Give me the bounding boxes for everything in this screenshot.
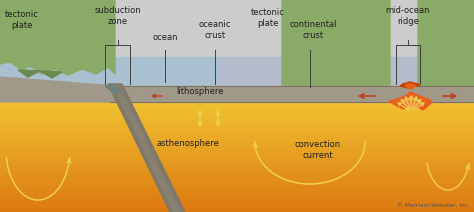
Bar xyxy=(0,131,474,133)
Bar xyxy=(0,57,474,92)
Bar xyxy=(0,133,474,135)
Text: lithosphere: lithosphere xyxy=(176,88,224,96)
Polygon shape xyxy=(400,82,420,88)
Text: asthenosphere: asthenosphere xyxy=(156,139,219,148)
Bar xyxy=(0,166,474,168)
Bar xyxy=(0,170,474,172)
Bar xyxy=(0,201,474,203)
Bar xyxy=(0,128,474,130)
Bar xyxy=(0,144,474,146)
Bar xyxy=(0,148,474,150)
Bar xyxy=(0,109,474,111)
Bar xyxy=(0,157,474,159)
Bar xyxy=(0,181,474,183)
Text: oceanic
crust: oceanic crust xyxy=(199,20,231,40)
Text: © Merriam-Webster, Inc.: © Merriam-Webster, Inc. xyxy=(397,203,470,208)
Polygon shape xyxy=(110,86,474,102)
Polygon shape xyxy=(282,0,390,94)
Bar xyxy=(0,142,474,144)
Polygon shape xyxy=(310,92,362,97)
Bar xyxy=(0,150,474,152)
Bar xyxy=(0,177,474,179)
Bar xyxy=(0,186,474,188)
Bar xyxy=(0,179,474,181)
Text: convection
current: convection current xyxy=(295,140,341,160)
Bar xyxy=(0,122,474,124)
Bar xyxy=(0,203,474,205)
Polygon shape xyxy=(388,92,432,110)
Bar xyxy=(0,210,474,212)
Bar xyxy=(0,153,474,155)
Bar xyxy=(0,155,474,157)
Bar xyxy=(0,161,474,163)
Text: mid-ocean
ridge: mid-ocean ridge xyxy=(386,6,430,26)
Bar xyxy=(220,57,474,92)
Bar xyxy=(0,163,474,164)
Bar xyxy=(0,0,474,57)
Text: tectonic
plate: tectonic plate xyxy=(5,10,39,30)
Polygon shape xyxy=(18,70,62,78)
Bar xyxy=(0,152,474,153)
Bar xyxy=(0,192,474,194)
Bar xyxy=(0,172,474,173)
Polygon shape xyxy=(0,0,115,75)
Bar xyxy=(0,199,474,201)
Bar xyxy=(0,194,474,195)
Bar xyxy=(0,130,474,131)
Polygon shape xyxy=(108,84,185,212)
Bar xyxy=(0,146,474,148)
Text: tectonic
plate: tectonic plate xyxy=(251,8,285,28)
Bar xyxy=(0,195,474,197)
Bar xyxy=(0,111,474,113)
Polygon shape xyxy=(112,84,180,212)
Polygon shape xyxy=(400,96,422,109)
Bar xyxy=(0,173,474,175)
Bar xyxy=(0,205,474,206)
Bar xyxy=(0,197,474,199)
Bar xyxy=(0,104,474,106)
Bar xyxy=(0,120,474,122)
Bar xyxy=(0,113,474,115)
Bar xyxy=(0,139,474,141)
Bar xyxy=(0,57,474,104)
Bar xyxy=(0,117,474,119)
Text: ocean: ocean xyxy=(152,33,178,42)
Bar xyxy=(0,183,474,184)
Bar xyxy=(0,159,474,161)
Bar xyxy=(0,106,474,107)
Bar xyxy=(0,115,474,117)
Bar xyxy=(0,124,474,126)
Bar xyxy=(0,175,474,177)
Bar xyxy=(0,164,474,166)
Bar xyxy=(0,208,474,210)
Text: subduction
zone: subduction zone xyxy=(95,6,141,26)
Polygon shape xyxy=(0,77,115,102)
Bar xyxy=(0,190,474,192)
Polygon shape xyxy=(105,86,122,94)
Bar xyxy=(0,119,474,120)
Text: continental
crust: continental crust xyxy=(289,20,337,40)
Bar xyxy=(0,126,474,128)
Polygon shape xyxy=(405,84,416,89)
Bar xyxy=(0,135,474,137)
Bar xyxy=(0,184,474,186)
Bar xyxy=(0,107,474,109)
Bar xyxy=(0,141,474,142)
Bar xyxy=(0,188,474,190)
Bar xyxy=(0,102,474,104)
Bar xyxy=(0,137,474,139)
Bar xyxy=(0,168,474,170)
Polygon shape xyxy=(418,0,474,92)
Bar xyxy=(0,206,474,208)
